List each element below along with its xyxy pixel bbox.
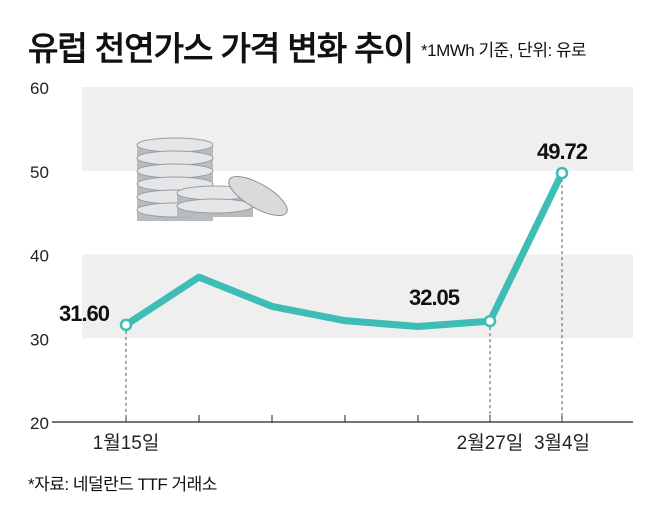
coin — [136, 137, 214, 153]
coin — [136, 163, 214, 179]
series: 31.60 32.05 49.72 — [59, 139, 589, 332]
source-note: *자료: 네덜란드 TTF 거래소 — [28, 475, 217, 494]
x-tick-label: 1월15일 — [93, 432, 160, 454]
data-label: 32.05 — [409, 285, 460, 310]
axis: 20 30 40 50 60 1월15일 2월27일 3월4일 — [30, 79, 633, 454]
y-tick-label: 40 — [30, 247, 49, 266]
data-point — [483, 314, 497, 328]
data-label: 31.60 — [59, 301, 110, 326]
coin — [228, 176, 288, 216]
data-label: 49.72 — [537, 139, 588, 164]
data-point — [119, 318, 133, 332]
data-point — [555, 166, 569, 180]
y-tick-label: 30 — [30, 330, 49, 349]
y-tick-label: 50 — [30, 163, 49, 182]
coin — [176, 198, 254, 214]
x-tick-label: 3월4일 — [534, 432, 590, 454]
x-tick-label: 2월27일 — [457, 432, 524, 454]
coins-illustration — [136, 137, 288, 221]
coin — [136, 150, 214, 166]
unit-note: *1MWh 기준, 단위: 유로 — [421, 41, 587, 60]
chart-title: 유럽 천연가스 가격 변화 추이 — [28, 30, 414, 67]
y-tick-label: 60 — [30, 79, 49, 98]
y-tick-label: 20 — [30, 414, 49, 433]
